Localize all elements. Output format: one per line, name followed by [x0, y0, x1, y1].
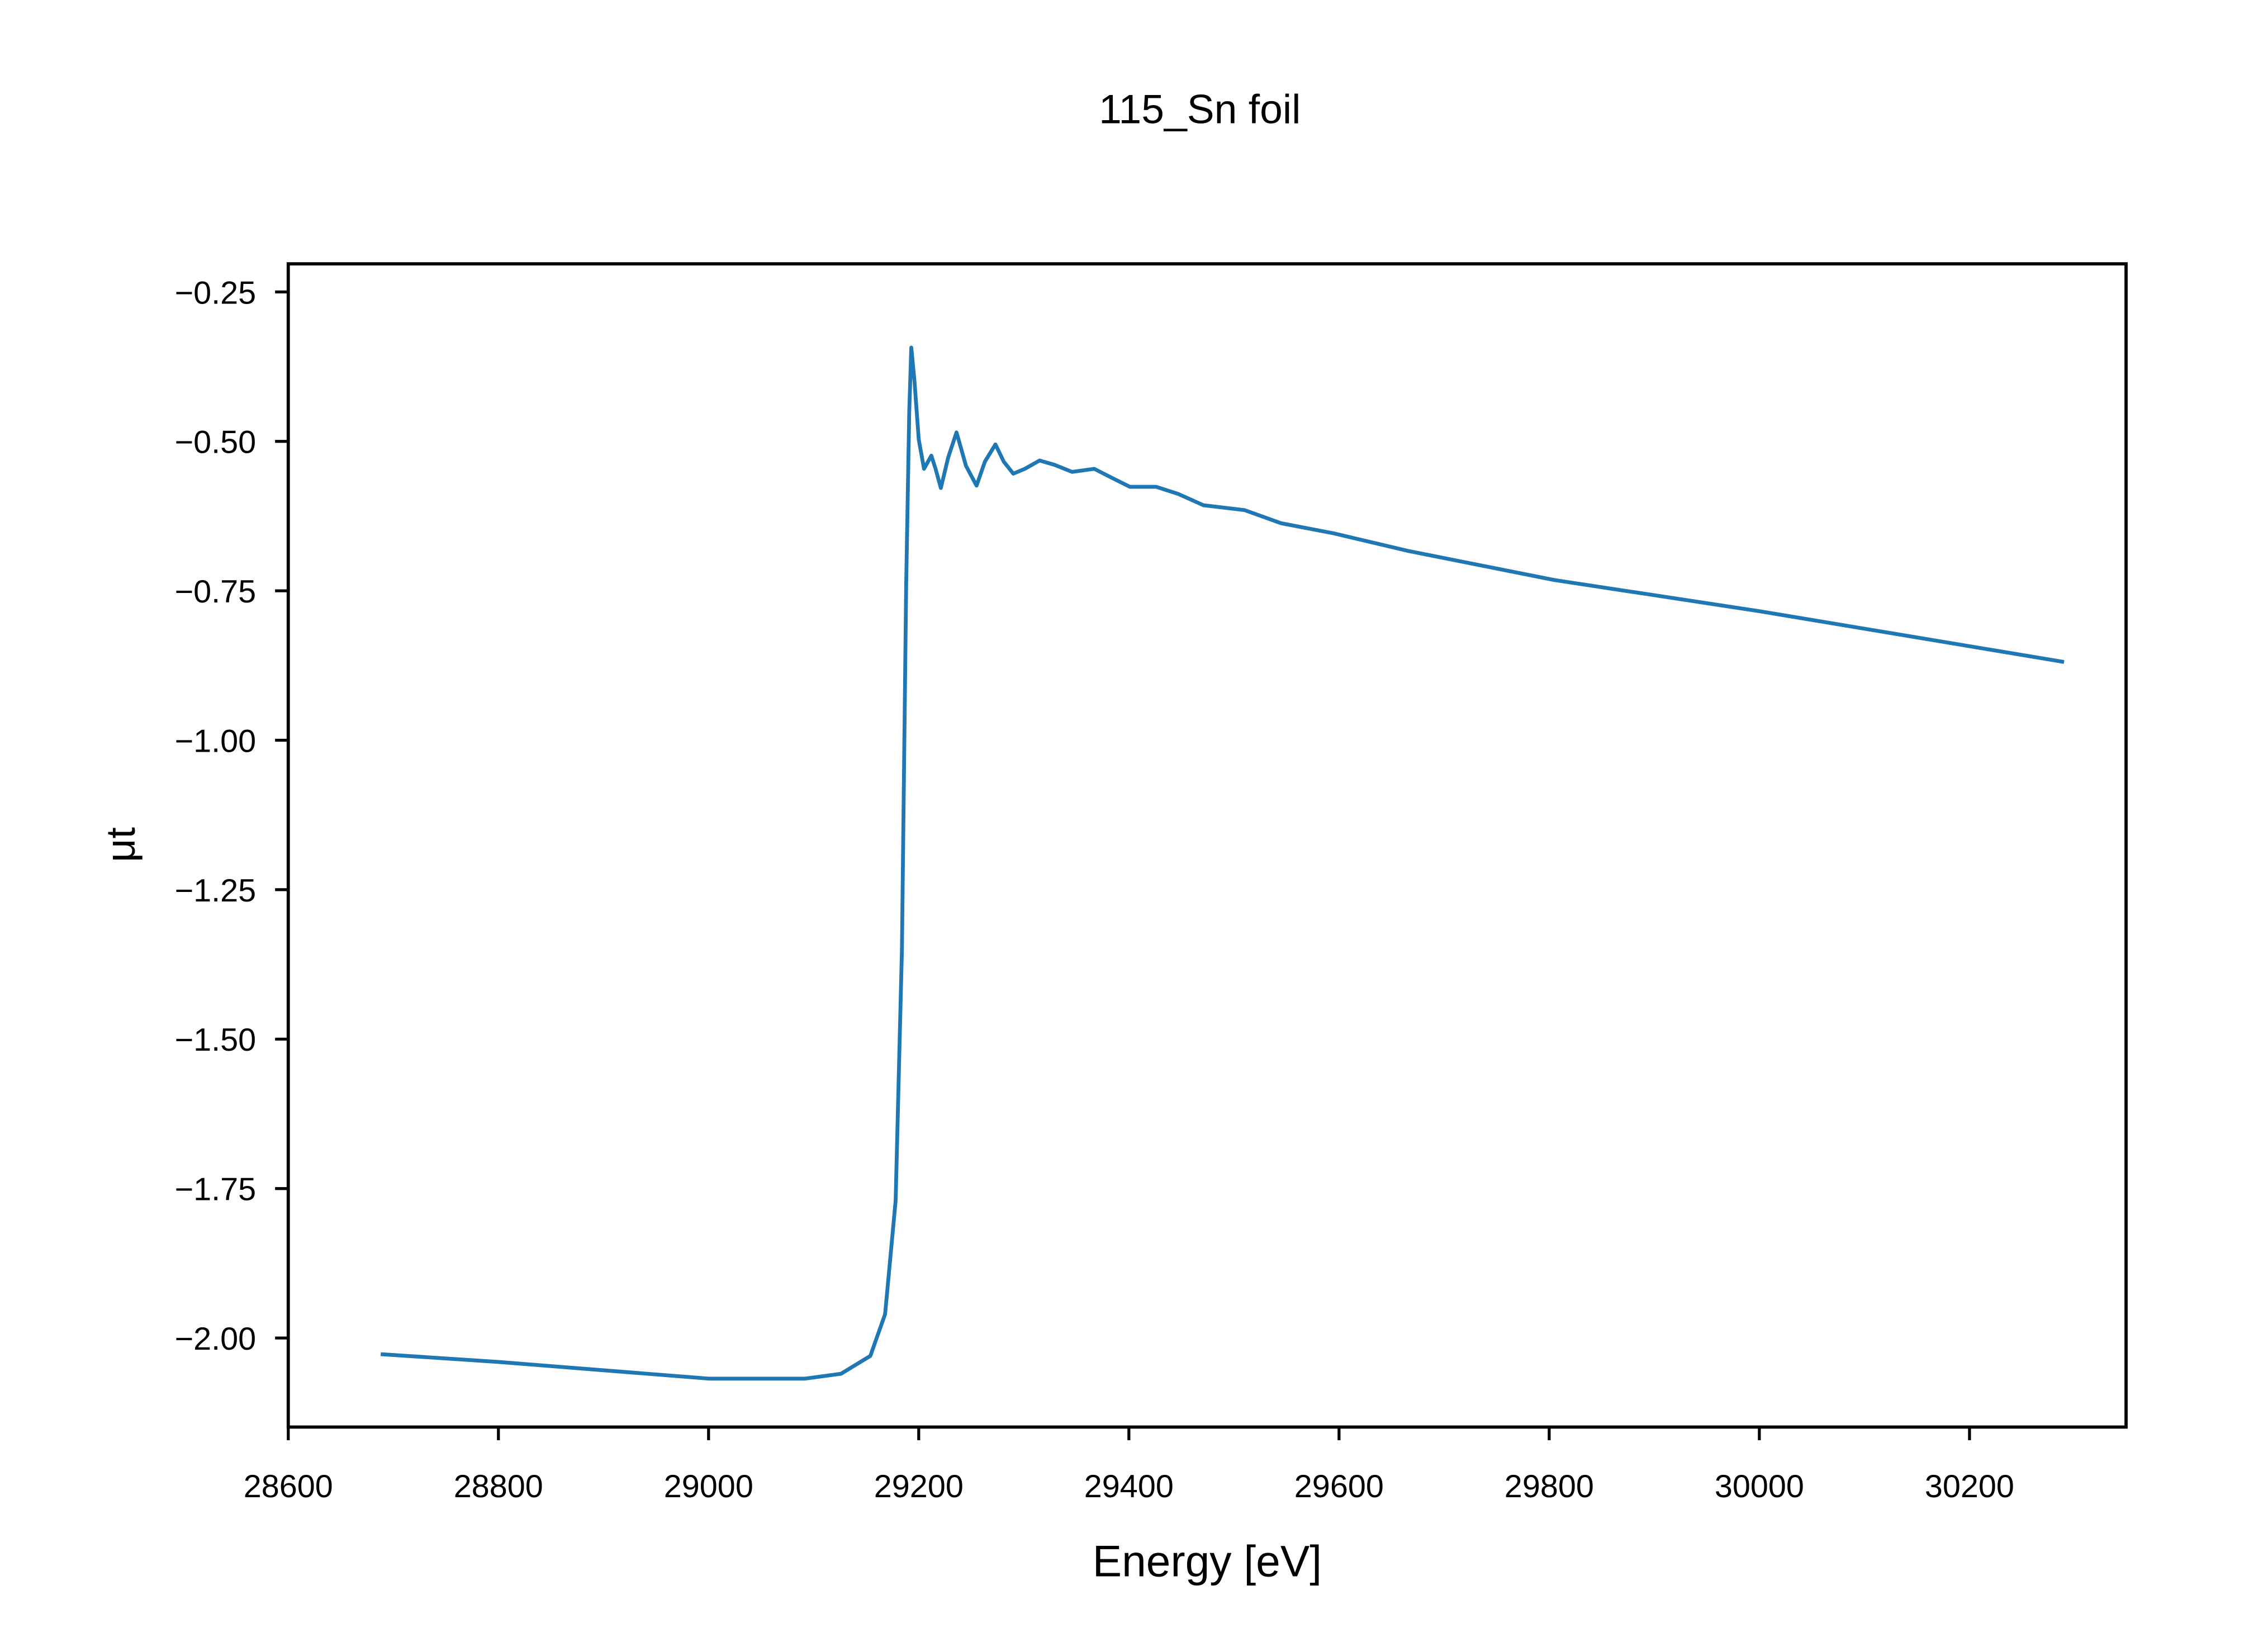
series-line: [380, 345, 2065, 1381]
x-tick-label: 30200: [1925, 1469, 2014, 1504]
y-tick-label: −1.50: [174, 1022, 256, 1058]
x-tick-label: 29400: [1084, 1469, 1174, 1504]
axis-ticks: 28600 28800 29000 29200 29400 29600 29800 30000…: [174, 275, 2014, 1504]
x-tick-label: 30000: [1715, 1469, 1804, 1504]
x-tick-label: 29600: [1294, 1469, 1384, 1504]
x-tick-label: 28800: [454, 1469, 543, 1504]
y-tick-label: −1.25: [174, 873, 256, 909]
y-tick-label: −1.75: [174, 1172, 256, 1208]
x-tick-label: 29800: [1505, 1469, 1594, 1504]
chart-title: 115_Sn foil: [1099, 87, 1301, 132]
x-tick-label: 29200: [874, 1469, 964, 1504]
x-tick-label: 28600: [244, 1469, 333, 1504]
y-tick-label: −0.50: [174, 425, 256, 461]
y-tick-label: −0.75: [174, 574, 256, 610]
x-axis-label: Energy [eV]: [1093, 1536, 1322, 1586]
plot-frame: [286, 262, 2128, 1429]
y-tick-label: −1.00: [174, 723, 256, 759]
x-tick-label: 29000: [664, 1469, 753, 1504]
y-axis-label: μt: [98, 827, 144, 862]
y-tick-label: −2.00: [174, 1321, 256, 1357]
y-tick-label: −0.25: [174, 275, 256, 311]
